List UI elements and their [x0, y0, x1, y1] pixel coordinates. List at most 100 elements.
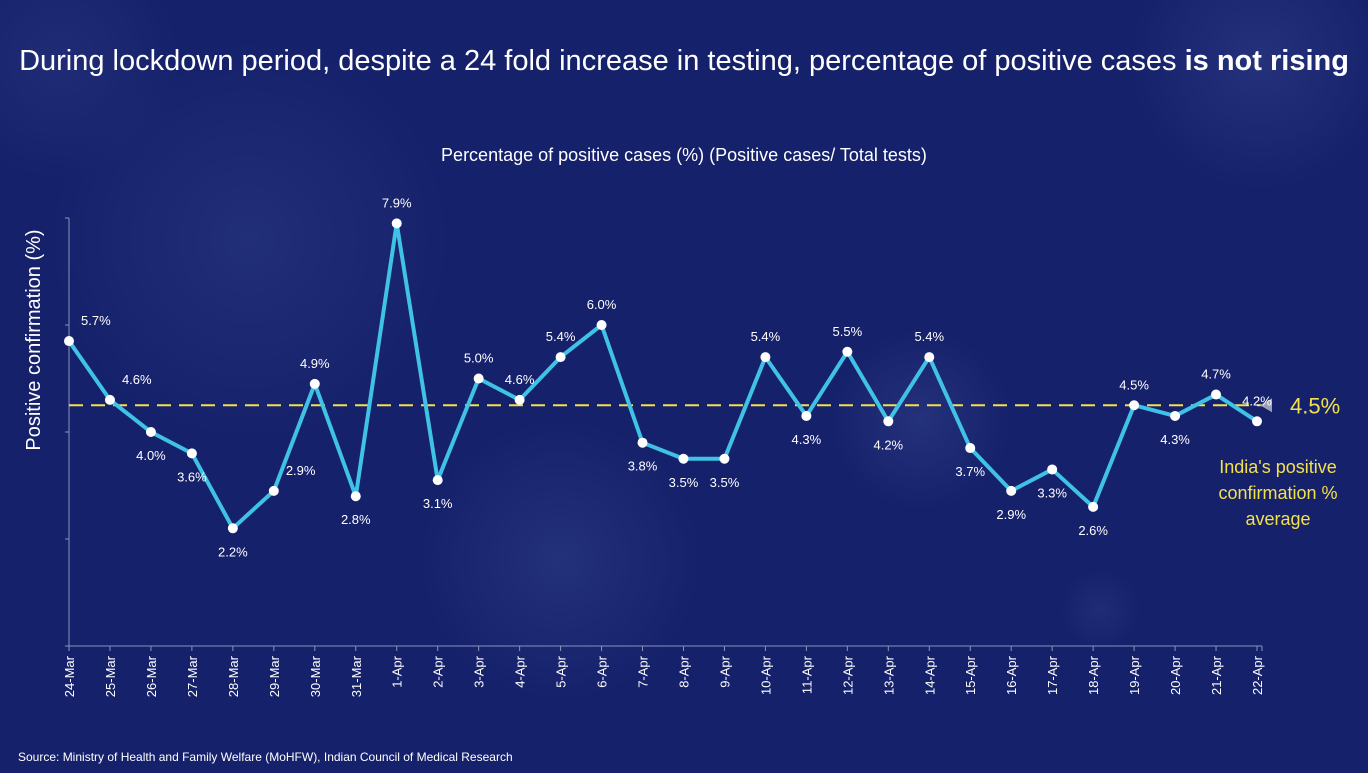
data-point-marker — [1088, 501, 1099, 512]
data-label: 5.4% — [751, 329, 781, 344]
data-point-marker — [473, 373, 484, 384]
chart-subtitle: Percentage of positive cases (%) (Positi… — [441, 145, 927, 165]
data-point-marker — [104, 394, 115, 405]
average-marker-arrow — [1260, 398, 1272, 413]
data-point-marker — [1006, 485, 1017, 496]
data-label: 4.6% — [505, 372, 535, 387]
data-label: 2.9% — [286, 463, 316, 478]
data-label: 3.3% — [1037, 485, 1067, 500]
x-tick-label: 15-Apr — [963, 655, 978, 695]
data-point-marker — [678, 453, 689, 464]
data-label: 5.0% — [464, 351, 494, 366]
average-value-label: 4.5% — [1290, 393, 1340, 418]
x-tick-label: 16-Apr — [1004, 655, 1019, 695]
average-note-line-1: India's positive — [1219, 457, 1337, 477]
data-label: 3.8% — [628, 459, 658, 474]
x-tick-label: 24-Mar — [62, 655, 77, 697]
data-point-marker — [760, 352, 771, 363]
x-tick-label: 17-Apr — [1045, 655, 1060, 695]
x-tick-label: 7-Apr — [636, 655, 651, 687]
data-label: 5.4% — [914, 329, 944, 344]
data-point-marker — [186, 448, 197, 459]
data-label: 6.0% — [587, 297, 617, 312]
data-point-marker — [145, 427, 156, 437]
data-point-marker — [842, 346, 853, 357]
x-tick-label: 9-Apr — [717, 655, 732, 687]
x-tick-label: 30-Mar — [308, 655, 323, 697]
x-tick-label: 26-Mar — [144, 655, 159, 697]
average-note-line-2: confirmation % — [1218, 483, 1338, 503]
data-point-marker — [883, 416, 894, 427]
x-tick-label: 8-Apr — [676, 655, 691, 687]
x-tick-label: 4-Apr — [513, 655, 528, 687]
data-label: 2.9% — [996, 507, 1026, 522]
data-point-marker — [924, 352, 935, 363]
data-label: 4.3% — [792, 432, 822, 447]
data-label: 4.7% — [1201, 367, 1231, 382]
data-point-marker — [1211, 389, 1222, 400]
x-tick-label: 31-Mar — [349, 655, 364, 697]
data-point-marker — [391, 218, 402, 229]
data-label: 2.2% — [218, 544, 248, 559]
source-footnote: Source: Ministry of Health and Family We… — [18, 750, 513, 764]
data-label: 3.5% — [669, 475, 699, 490]
data-point-marker — [227, 523, 238, 534]
x-tick-label: 27-Mar — [185, 655, 200, 697]
data-label: 2.6% — [1078, 523, 1108, 538]
data-label: 5.5% — [833, 324, 863, 339]
page-title: During lockdown period, despite a 24 fol… — [0, 40, 1368, 82]
x-tick-label: 3-Apr — [472, 655, 487, 687]
data-point-marker — [596, 320, 607, 330]
data-point-marker — [801, 410, 812, 421]
data-point-marker — [1047, 464, 1058, 475]
x-tick-label: 29-Mar — [267, 655, 282, 697]
x-tick-label: 18-Apr — [1086, 655, 1101, 695]
average-note-line-3: average — [1245, 509, 1311, 529]
data-label: 3.6% — [177, 469, 207, 484]
x-tick-label: 28-Mar — [226, 655, 241, 697]
x-tick-label: 22-Apr — [1250, 655, 1265, 695]
data-label: 3.7% — [955, 464, 985, 479]
data-label: 5.4% — [546, 329, 576, 344]
data-label: 5.7% — [81, 313, 111, 328]
data-label: 4.6% — [122, 372, 152, 387]
data-label: 4.3% — [1160, 432, 1190, 447]
data-label: 4.0% — [136, 448, 166, 463]
data-label: 4.2% — [1242, 393, 1272, 408]
data-point-marker — [268, 485, 279, 496]
average-note: India's positive confirmation % average — [1198, 454, 1358, 532]
x-tick-label: 5-Apr — [554, 655, 569, 687]
data-point-marker — [432, 475, 443, 486]
data-label: 4.9% — [300, 356, 330, 371]
x-tick-label: 11-Apr — [799, 655, 814, 694]
data-label: 4.2% — [873, 437, 903, 452]
data-point-marker — [1252, 416, 1262, 427]
data-point-marker — [350, 491, 361, 502]
x-tick-label: 10-Apr — [758, 655, 773, 695]
average-reference-line-group: 4.5% — [69, 393, 1340, 418]
x-tick-label: 12-Apr — [840, 655, 855, 695]
title-emphasis: is not rising — [1184, 45, 1349, 77]
x-tick-label: 20-Apr — [1168, 655, 1183, 695]
data-point-marker — [64, 336, 74, 347]
data-point-marker — [1170, 410, 1181, 421]
data-point-marker — [309, 378, 320, 389]
data-label: 2.8% — [341, 512, 371, 527]
chart-axes: Positive confirmation (%) — [23, 217, 1263, 651]
x-tick-label: 25-Mar — [103, 655, 118, 697]
title-text: During lockdown period, despite a 24 fol… — [19, 45, 1185, 77]
data-point-marker — [514, 394, 525, 405]
x-tick-label: 2-Apr — [431, 655, 446, 687]
data-label: 3.5% — [710, 475, 740, 490]
data-point-marker — [637, 437, 648, 448]
x-tick-label: 14-Apr — [922, 655, 937, 695]
data-label: 7.9% — [382, 195, 412, 210]
x-tick-label: 6-Apr — [595, 655, 610, 687]
x-tick-label: 1-Apr — [390, 655, 405, 687]
chart-series: 5.7% 4.6% 4.0% 3.6% 2.2% 2.9% 4.9% 2.8% 7.9% 3.1%… — [64, 195, 1272, 559]
x-tick-label: 21-Apr — [1209, 655, 1224, 695]
data-label: 4.5% — [1119, 377, 1149, 392]
data-label: 3.1% — [423, 496, 453, 511]
